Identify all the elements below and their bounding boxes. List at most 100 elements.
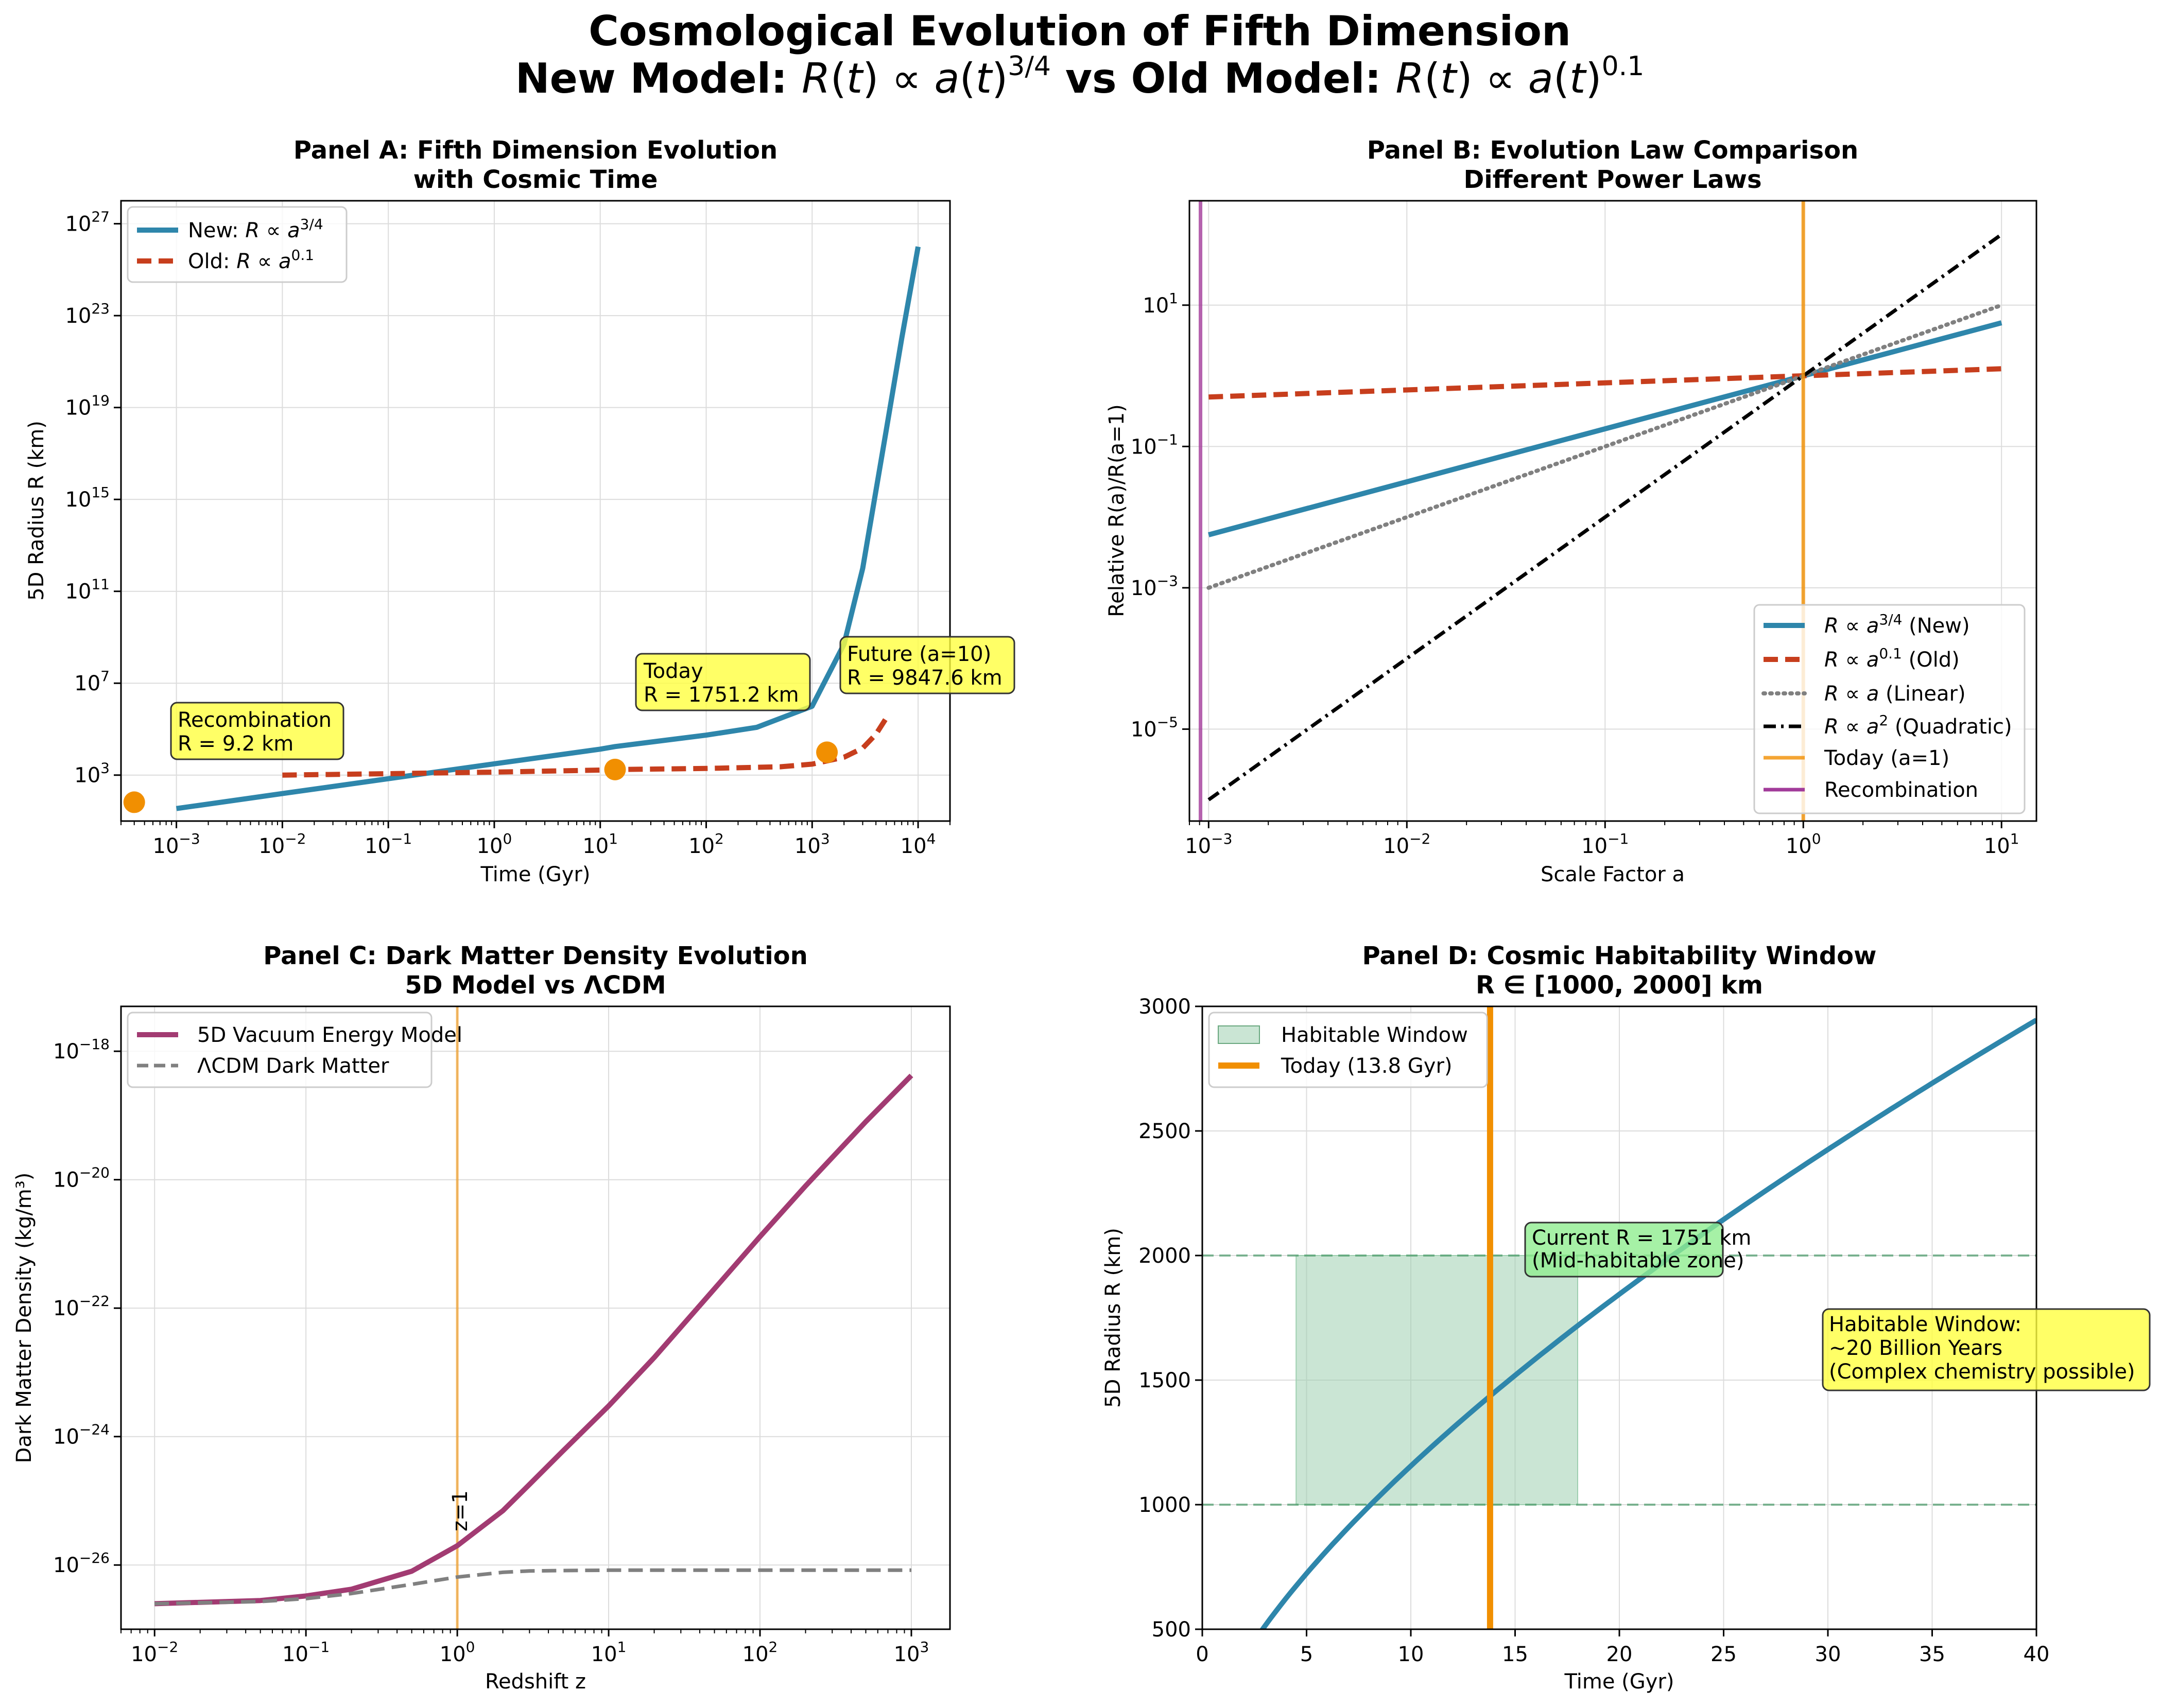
series-line	[176, 246, 921, 811]
svg-text:Today: Today	[643, 659, 703, 683]
y-tick-exponent: −5	[1157, 713, 1178, 730]
series-line	[1208, 366, 2002, 400]
panel-a-title: Panel A: Fifth Dimension Evolution	[293, 136, 777, 165]
x-tick-exponent: −2	[1409, 830, 1430, 847]
y-tick-label: 10−24	[53, 1421, 110, 1449]
x-tick-label: 20	[1606, 1643, 1633, 1666]
panel-a-series	[176, 246, 921, 811]
y-tick-label: 1019	[65, 392, 110, 420]
y-tick-label: 1027	[65, 208, 110, 236]
panel-a-title-line2: with Cosmic Time	[413, 165, 658, 194]
panel-d-ylabel: 5D Radius R (km)	[1101, 1228, 1125, 1408]
y-tick-exponent: −20	[79, 1164, 110, 1181]
panel-c-xlabel: Redshift z	[485, 1670, 586, 1694]
x-tick-exponent: 3	[920, 1639, 929, 1655]
y-tick-label: 2500	[1138, 1120, 1191, 1143]
panel-b: Panel B: Evolution Law Comparison Differ…	[1105, 136, 2037, 886]
y-tick-label: 1023	[65, 300, 110, 328]
panel-d-title-line2: R ∈ [1000, 2000] km	[1476, 971, 1763, 1000]
panel-b-title-line2: Different Power Laws	[1463, 165, 1761, 194]
legend-b-quadratic: R ∝ a2 (Quadratic)	[1824, 712, 2012, 739]
panel-a-xlabel: Time (Gyr)	[480, 863, 591, 886]
x-tick-label: 10−3	[1185, 830, 1232, 858]
x-tick-label: 10−3	[153, 830, 200, 858]
panel-c-z1-label: z=1	[448, 1490, 472, 1531]
y-tick-label: 3000	[1138, 995, 1191, 1019]
panel-d-xlabel: Time (Gyr)	[1564, 1670, 1674, 1694]
legend-b-today: Today (a=1)	[1824, 746, 1949, 770]
x-tick-exponent: −1	[391, 830, 412, 847]
y-tick-exponent: 1	[1169, 290, 1178, 307]
y-tick-label: 10−26	[53, 1549, 110, 1577]
y-tick-label: 10−5	[1131, 713, 1178, 741]
x-tick-label: 10−2	[1383, 830, 1430, 858]
y-tick-label: 1015	[65, 484, 110, 512]
x-tick-exponent: −1	[1608, 830, 1629, 847]
y-tick-exponent: 27	[91, 208, 110, 225]
figure-subtitle: New Model: R(t) ∝ a(t)3/4 vs Old Model: …	[515, 51, 1645, 102]
y-tick-exponent: −18	[79, 1036, 110, 1053]
legend-c-vacuum: 5D Vacuum Energy Model	[197, 1023, 462, 1047]
x-tick-exponent: 3	[821, 830, 830, 847]
y-tick-label: 103	[74, 760, 110, 788]
x-tick-exponent: 0	[466, 1639, 475, 1655]
y-tick-exponent: 23	[91, 300, 110, 317]
y-tick-exponent: 11	[91, 576, 110, 593]
x-tick-label: 10−1	[365, 830, 412, 858]
panel-b-xlabel: Scale Factor a	[1541, 863, 1685, 886]
data-marker	[816, 741, 838, 763]
x-tick-exponent: 0	[1812, 830, 1821, 847]
panel-d: Panel D: Cosmic Habitability Window R ∈ …	[1101, 942, 2151, 1694]
panel-a-frame	[120, 200, 951, 822]
y-tick-label: 10−3	[1131, 572, 1178, 600]
series-line	[1207, 233, 2003, 801]
panel-a-ylabel: 5D Radius R (km)	[25, 421, 48, 601]
svg-text:~20 Billion Years: ~20 Billion Years	[1829, 1336, 2002, 1360]
y-tick-label: 10−22	[53, 1293, 110, 1320]
panel-a-legend: New: R ∝ a3/4 Old: R ∝ a0.1	[127, 206, 348, 283]
series-line	[154, 1568, 911, 1606]
y-tick-label: 101	[1143, 290, 1178, 318]
y-tick-exponent: −26	[79, 1549, 110, 1566]
panel-a: Panel A: Fifth Dimension Evolution with …	[25, 136, 1015, 886]
x-tick-label: 0	[1196, 1643, 1208, 1666]
y-tick-label: 10−20	[53, 1164, 110, 1192]
y-tick-exponent: −1	[1157, 431, 1178, 448]
svg-text:Recombination: Recombination	[178, 708, 332, 732]
panel-a-annotation-today: Today R = 1751.2 km	[635, 653, 811, 711]
x-tick-label: 25	[1710, 1643, 1737, 1666]
legend-c-lcdm: ΛCDM Dark Matter	[197, 1054, 389, 1078]
x-tick-exponent: 2	[769, 1639, 778, 1655]
svg-text:(Complex chemistry possible): (Complex chemistry possible)	[1829, 1360, 2135, 1384]
figure-title: Cosmological Evolution of Fifth Dimensio…	[589, 7, 1571, 55]
x-tick-label: 100	[440, 1639, 475, 1666]
panel-c-title-line2: 5D Model vs ΛCDM	[405, 971, 666, 1000]
legend-d-window: Habitable Window	[1281, 1023, 1468, 1047]
panel-b-ylabel: Relative R(a)/R(a=1)	[1105, 404, 1129, 617]
y-tick-label: 2000	[1138, 1244, 1191, 1268]
x-tick-label: 10−2	[131, 1639, 178, 1666]
panel-a-annotation-recombination: Recombination R = 9.2 km	[170, 702, 344, 760]
x-tick-exponent: −3	[179, 830, 200, 847]
panel-d-series	[1202, 1006, 2036, 1629]
legend-d-today: Today (13.8 Gyr)	[1281, 1054, 1453, 1078]
y-tick-label: 1500	[1138, 1369, 1191, 1392]
panel-b-legend: R ∝ a3/4 (New) R ∝ a0.1 (Old) R ∝ a (Lin…	[1753, 604, 2026, 814]
x-tick-exponent: 1	[2010, 830, 2019, 847]
y-tick-exponent: 7	[100, 668, 110, 685]
y-tick-label: 10−1	[1131, 431, 1178, 459]
panel-a-grid	[121, 201, 950, 821]
y-tick-exponent: 15	[91, 484, 110, 501]
x-tick-label: 101	[1984, 830, 2019, 858]
data-marker	[123, 791, 145, 813]
x-tick-exponent: 1	[617, 1639, 627, 1655]
data-marker	[604, 758, 626, 780]
x-tick-label: 30	[1815, 1643, 1841, 1666]
x-tick-exponent: 4	[927, 830, 936, 847]
svg-text:Habitable Window:: Habitable Window:	[1829, 1313, 2021, 1336]
panel-b-frame	[1188, 200, 2037, 822]
panel-d-ticks: 0 5 10 15 20 25 30 35 40 500 1000 1500 2000 2500 3000	[1138, 995, 2049, 1666]
x-tick-label: 10−2	[258, 830, 306, 858]
radius-curve	[1259, 1018, 2036, 1629]
svg-text:R = 1751.2 km: R = 1751.2 km	[644, 683, 799, 707]
